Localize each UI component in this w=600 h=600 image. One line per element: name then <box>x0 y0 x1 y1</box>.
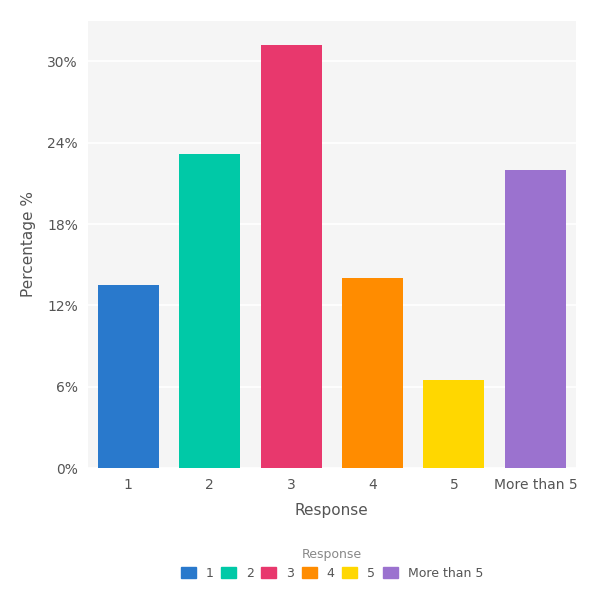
Legend: 1, 2, 3, 4, 5, More than 5: 1, 2, 3, 4, 5, More than 5 <box>175 541 489 586</box>
Y-axis label: Percentage %: Percentage % <box>21 191 36 298</box>
Bar <box>260 45 322 468</box>
Bar <box>505 170 566 468</box>
Bar <box>98 285 159 468</box>
X-axis label: Response: Response <box>295 503 368 518</box>
Bar <box>179 154 240 468</box>
Bar <box>342 278 403 468</box>
Bar <box>424 380 484 468</box>
